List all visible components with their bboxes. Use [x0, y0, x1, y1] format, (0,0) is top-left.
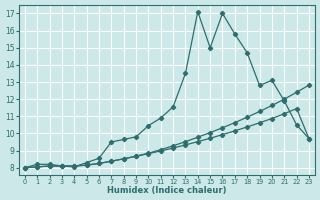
X-axis label: Humidex (Indice chaleur): Humidex (Indice chaleur)	[107, 186, 227, 195]
